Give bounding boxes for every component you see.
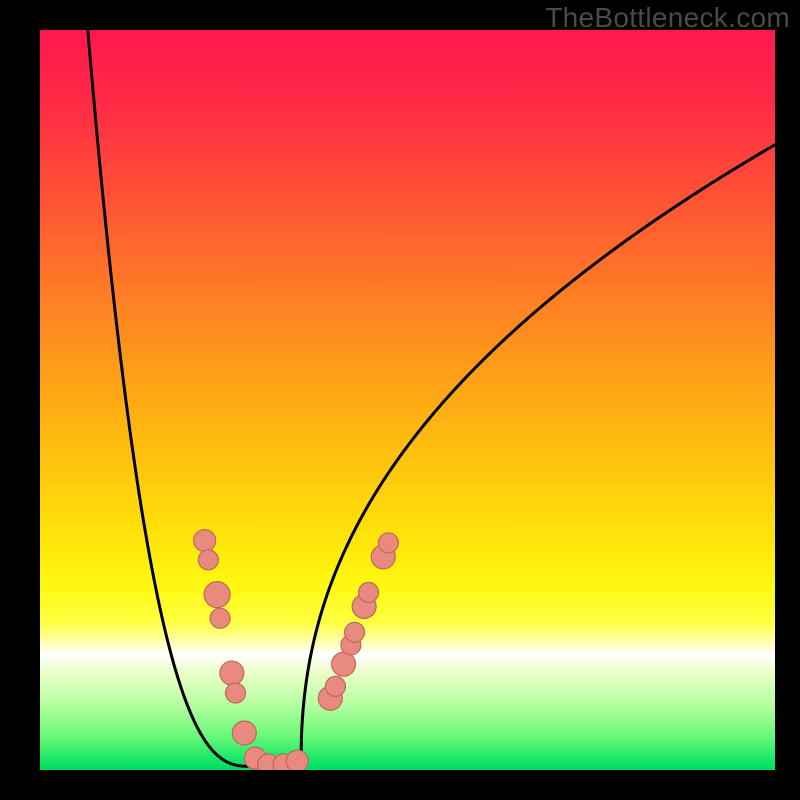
data-marker bbox=[220, 661, 244, 685]
data-marker bbox=[359, 582, 379, 602]
data-marker bbox=[198, 550, 218, 570]
chart-container: TheBottleneck.com bbox=[0, 0, 800, 800]
gradient-background bbox=[40, 30, 775, 770]
data-marker bbox=[345, 622, 365, 642]
data-marker bbox=[210, 608, 230, 628]
data-marker bbox=[378, 533, 398, 553]
data-marker bbox=[325, 676, 345, 696]
data-marker bbox=[226, 683, 246, 703]
data-marker bbox=[204, 582, 230, 608]
plot-area bbox=[40, 30, 775, 770]
data-marker bbox=[194, 530, 216, 552]
data-marker bbox=[332, 652, 356, 676]
data-marker bbox=[286, 750, 308, 770]
data-marker bbox=[232, 721, 256, 745]
